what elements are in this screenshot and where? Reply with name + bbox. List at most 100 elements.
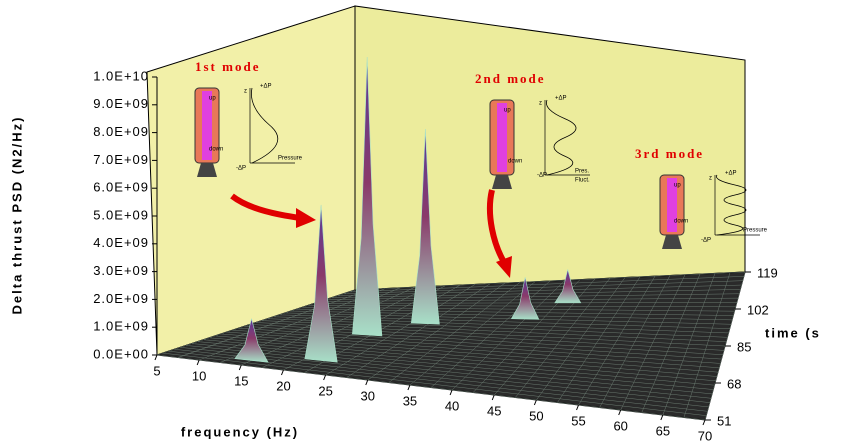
mode-label: 2nd mode bbox=[475, 71, 546, 86]
diagram-label: +ΔP bbox=[555, 96, 567, 102]
diagram-label: -ΔP bbox=[701, 238, 711, 244]
x-tick bbox=[491, 394, 495, 401]
mode-diagrams: 1st mode z +ΔP -ΔP Pressure up down 2nd mode z +Δ… bbox=[194, 59, 768, 249]
arrow-head bbox=[296, 208, 316, 228]
x-tick-label: 5 bbox=[153, 363, 160, 378]
floor-mesh bbox=[273, 316, 729, 334]
diagram-label: +ΔP bbox=[725, 171, 737, 177]
mode-label: 1st mode bbox=[195, 59, 260, 74]
x-axis-label: frequency (Hz) bbox=[181, 424, 299, 439]
x-tick bbox=[280, 369, 284, 376]
y-tick-label: 3.0E+09 bbox=[93, 263, 149, 278]
x-tick-label: 55 bbox=[571, 413, 585, 428]
z-tick-label: 68 bbox=[727, 376, 741, 391]
arrow bbox=[486, 189, 507, 264]
z-tick-label: 119 bbox=[757, 265, 778, 280]
x-tick bbox=[660, 414, 664, 421]
x-tick bbox=[323, 374, 327, 381]
rocket-nozzle bbox=[662, 235, 682, 249]
x-tick bbox=[533, 399, 537, 406]
z-tick-label: 51 bbox=[717, 413, 731, 428]
x-tick-label: 70 bbox=[698, 428, 712, 441]
x-tick bbox=[576, 404, 580, 411]
floor-mesh bbox=[267, 318, 728, 338]
x-tick bbox=[407, 384, 411, 391]
x-tick-label: 40 bbox=[445, 398, 459, 413]
arrow-head bbox=[496, 256, 512, 278]
floor-mesh bbox=[186, 345, 711, 399]
peak bbox=[554, 269, 582, 304]
diagram-label: down bbox=[209, 147, 223, 153]
diagram-label: up bbox=[504, 108, 511, 114]
rocket-core bbox=[202, 91, 212, 160]
y-tick-label: 2.0E+09 bbox=[93, 291, 149, 306]
y-tick-label: 4.0E+09 bbox=[93, 235, 149, 250]
diagram-label: -ΔP bbox=[236, 166, 246, 172]
y-tick-label: 7.0E+09 bbox=[93, 152, 149, 167]
peak bbox=[510, 277, 540, 320]
floor-mesh bbox=[215, 335, 717, 377]
x-tick-label: 30 bbox=[361, 388, 375, 403]
floor-mesh bbox=[156, 354, 706, 421]
y-tick-label: 9.0E+09 bbox=[93, 96, 149, 111]
floor-mesh bbox=[209, 337, 716, 382]
floor-mesh bbox=[191, 343, 713, 395]
y-axis-label: Delta thrust PSD (N2/Hz) bbox=[9, 116, 24, 315]
diagram-label: Fluct. bbox=[575, 178, 590, 184]
floor-mesh bbox=[337, 284, 742, 296]
diagram-label: z bbox=[709, 176, 712, 182]
rocket-core bbox=[497, 103, 507, 172]
diagram-label: down bbox=[508, 159, 522, 165]
rocket-nozzle bbox=[492, 175, 512, 189]
y-tick-label: 1.0E+09 bbox=[93, 319, 149, 334]
z-axis-label: time (s bbox=[765, 325, 821, 340]
floor-mesh bbox=[221, 333, 718, 373]
floor-mesh bbox=[331, 289, 741, 298]
x-tick bbox=[365, 379, 369, 386]
diagram-label: up bbox=[209, 96, 216, 102]
peak bbox=[234, 318, 269, 363]
y-tick-label: 5.0E+09 bbox=[93, 207, 149, 222]
peak bbox=[304, 204, 338, 363]
diagram-label: up bbox=[674, 183, 681, 189]
diagram-label: z bbox=[244, 89, 247, 95]
y-tick-label: 8.0E+09 bbox=[93, 124, 149, 139]
z-tick-label: 102 bbox=[747, 302, 769, 317]
floor-mesh bbox=[197, 341, 714, 390]
x-tick-label: 20 bbox=[276, 378, 290, 393]
rocket-core bbox=[667, 178, 677, 232]
x-tick-label: 45 bbox=[487, 403, 501, 418]
x-tick bbox=[238, 364, 242, 371]
y-tick-label: 1.0E+10 bbox=[93, 68, 149, 83]
peaks bbox=[234, 57, 582, 363]
rocket-nozzle bbox=[197, 163, 217, 177]
x-tick bbox=[154, 354, 158, 361]
mode-label: 3rd mode bbox=[635, 146, 704, 161]
x-tick-label: 50 bbox=[529, 408, 543, 423]
x-tick-label: 15 bbox=[234, 373, 248, 388]
floor-mesh bbox=[162, 352, 707, 416]
floor-mesh bbox=[203, 339, 715, 386]
y-tick-label: 0.0E+00 bbox=[93, 346, 149, 361]
peak bbox=[410, 128, 440, 325]
mode-shape bbox=[716, 174, 747, 236]
diagram-label: Pres. bbox=[575, 169, 589, 175]
diagram-label: z bbox=[539, 101, 542, 107]
x-tick-label: 35 bbox=[403, 393, 417, 408]
diagram-label: -ΔP bbox=[537, 173, 547, 179]
x-tick bbox=[449, 389, 453, 396]
x-tick bbox=[618, 409, 622, 416]
x-tick-label: 60 bbox=[613, 418, 627, 433]
floor-mesh bbox=[349, 276, 744, 293]
arrow bbox=[230, 193, 301, 221]
floor-mesh bbox=[255, 322, 726, 347]
floor-mesh bbox=[343, 280, 743, 295]
x-tick-label: 65 bbox=[656, 423, 670, 438]
floor: 5 10 15 20 25 30 35 40 45 50 55 60 65 70 51 68 85 102 119 bbox=[153, 265, 777, 441]
diagram-label: down bbox=[674, 219, 688, 225]
floor-mesh bbox=[261, 320, 727, 342]
z-tick-label: 85 bbox=[737, 339, 751, 354]
floor-mesh bbox=[325, 293, 740, 300]
diagram-label: Pressure bbox=[278, 156, 303, 162]
